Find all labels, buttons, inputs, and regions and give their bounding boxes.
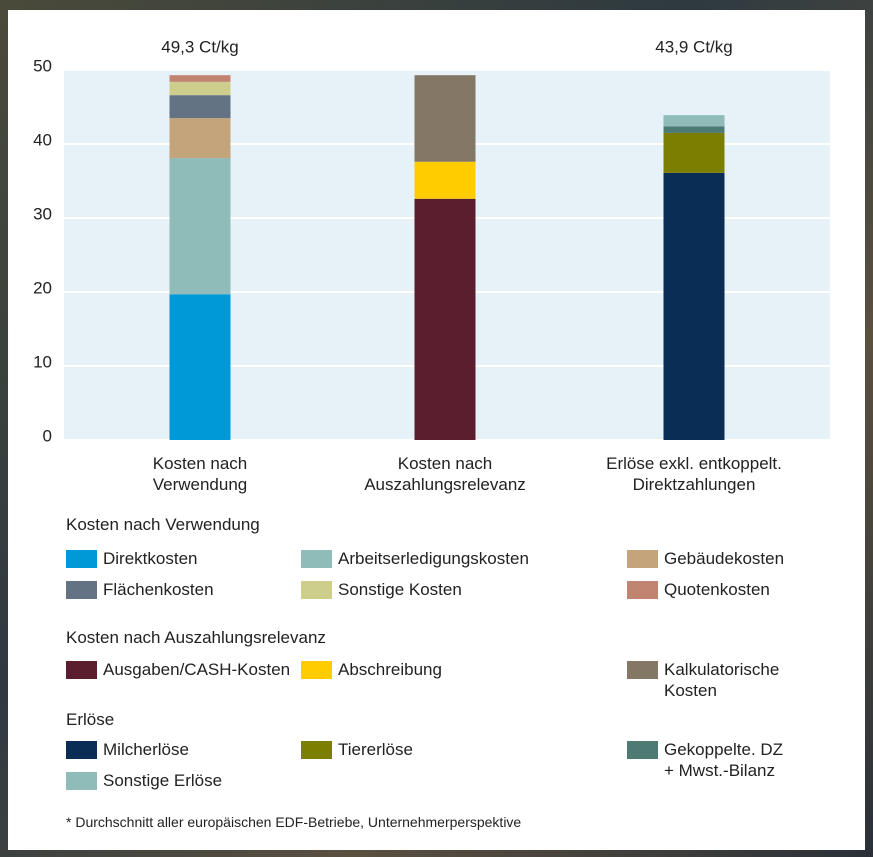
bar-segment — [414, 161, 476, 199]
bar-segment — [169, 118, 231, 159]
bar-segment — [663, 172, 725, 441]
y-tick-label: 10 — [33, 352, 52, 371]
legend-swatch — [627, 550, 658, 568]
bar-segment — [169, 158, 231, 295]
legend-label: Flächenkosten — [103, 580, 214, 599]
legend-swatch — [66, 741, 97, 759]
y-tick-label: 40 — [33, 130, 52, 149]
legend-label: Sonstige Erlöse — [103, 771, 223, 790]
legend-swatch — [301, 661, 332, 679]
legend-label: Gekoppelte. DZ + Mwst.-Bilanz — [664, 740, 784, 780]
bar-segment — [169, 75, 231, 82]
y-tick-label: 20 — [33, 278, 52, 297]
legend-group-title: Erlöse — [66, 710, 115, 729]
x-tick-label: Kosten nach Verwendung — [152, 454, 248, 494]
legend-label: Milcherlöse — [103, 740, 189, 759]
legend-swatch — [301, 741, 332, 759]
legend-label: Ausgaben/CASH-Kosten — [103, 660, 291, 679]
bar-segment — [663, 115, 725, 127]
legend-swatch — [301, 581, 332, 599]
footnote: * Durchschnitt aller europäischen EDF-Be… — [66, 814, 522, 830]
legend-swatch — [66, 581, 97, 599]
legend-label: Tiererlöse — [338, 740, 413, 759]
legend-swatch — [627, 741, 658, 759]
bar-segment — [169, 294, 231, 440]
legend-swatch — [301, 550, 332, 568]
legend-label: Abschreibung — [338, 660, 442, 679]
legend-label: Quotenkosten — [664, 580, 770, 599]
legend-group-title: Kosten nach Auszahlungsrelevanz — [66, 628, 326, 647]
bar-segment — [169, 81, 231, 96]
legend-label: Arbeitserledigungskosten — [338, 549, 529, 568]
legend-group-title: Kosten nach Verwendung — [66, 515, 260, 534]
legend-swatch — [66, 772, 97, 790]
x-tick-label: Erlöse exkl. entkoppelt. Direktzahlungen — [606, 454, 782, 494]
x-tick-label: Kosten nach Auszahlungsrelevanz — [364, 454, 526, 494]
legend-label: Sonstige Kosten — [338, 580, 462, 599]
legend-label: Direktkosten — [103, 549, 198, 568]
legend-swatch — [66, 550, 97, 568]
legend-label: Gebäudekosten — [664, 549, 785, 568]
chart: 0 10 20 30 40 50 49,3 Ct/kg 43,9 Ct/kg — [33, 37, 830, 445]
bar-segment — [169, 95, 231, 119]
total-label: 49,3 Ct/kg — [161, 37, 239, 56]
y-tick-label: 50 — [33, 56, 52, 75]
y-tick-label: 0 — [43, 426, 52, 445]
legend-swatch — [627, 581, 658, 599]
bar-segment — [663, 126, 725, 133]
y-tick-label: 30 — [33, 204, 52, 223]
legend-label: Kalkulatorische Kosten — [664, 660, 780, 700]
bar-segment — [414, 75, 476, 162]
bar-segment — [414, 198, 476, 440]
legend-swatch — [627, 661, 658, 679]
total-label: 43,9 Ct/kg — [655, 37, 733, 56]
bar-segment — [663, 132, 725, 173]
legend-swatch — [66, 661, 97, 679]
